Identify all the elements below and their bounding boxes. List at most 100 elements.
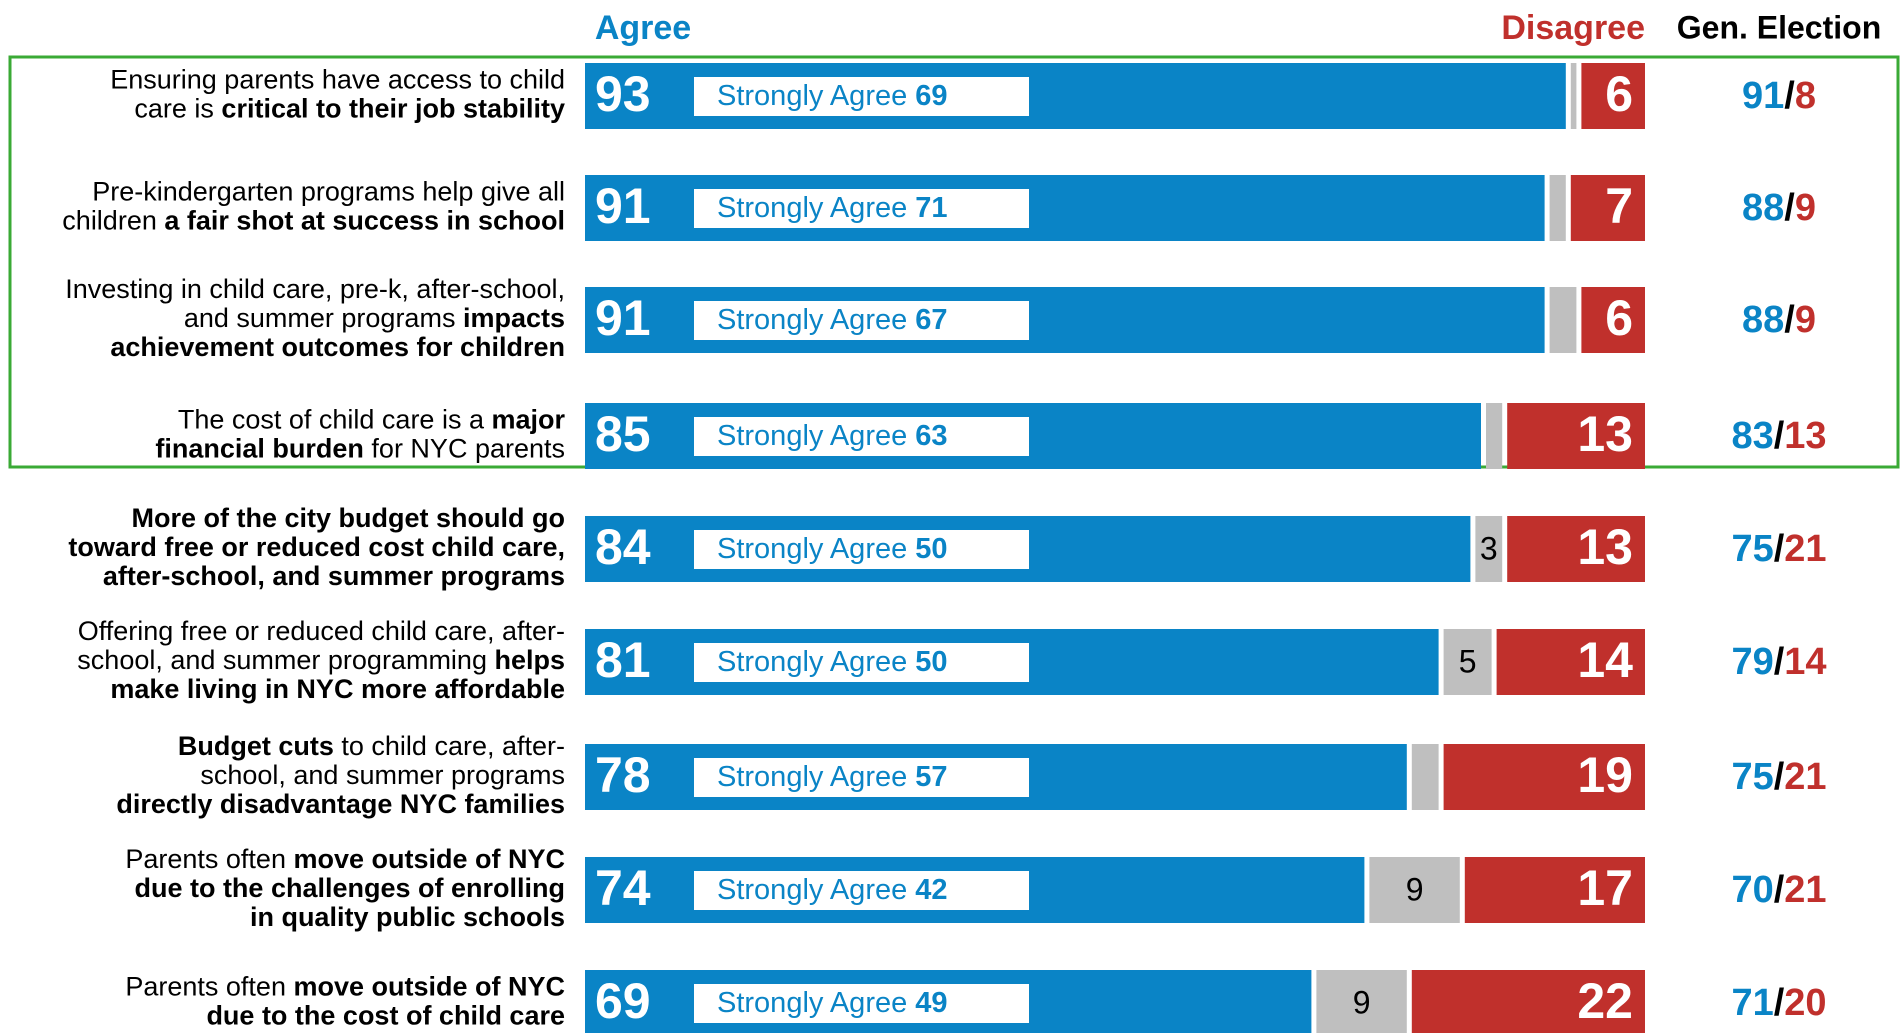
label-part: directly disadvantage NYC families	[116, 789, 565, 819]
gen-election-value: 70/21	[1731, 869, 1826, 911]
bar-segment	[1549, 175, 1566, 241]
category-label: toward free or reduced cost child care,	[68, 532, 565, 562]
category-label: school, and summer programming helps	[77, 645, 565, 675]
bar-segment	[1570, 63, 1577, 129]
agree-value: 93	[595, 66, 651, 122]
gen-disagree: 21	[1784, 756, 1826, 798]
category-label: achievement outcomes for children	[110, 332, 565, 362]
bar-segment	[1507, 403, 1645, 469]
strongly-agree-value: 50	[915, 533, 947, 565]
strongly-agree-name: Strongly Agree	[717, 761, 907, 793]
strongly-agree-name: Strongly Agree	[717, 192, 907, 224]
category-label: Ensuring parents have access to child	[110, 65, 565, 95]
gen-separator: /	[1774, 415, 1785, 457]
strongly-agree-value: 67	[915, 304, 947, 336]
label-part: children	[62, 206, 164, 236]
bar-segment	[1496, 629, 1645, 695]
strongly-agree-label: Strongly Agree 71	[717, 192, 948, 224]
strongly-agree-name: Strongly Agree	[717, 987, 907, 1019]
neutral-value: 9	[1406, 871, 1424, 907]
gen-election-value: 71/20	[1731, 982, 1826, 1024]
agree-value: 84	[595, 519, 651, 575]
gen-separator: /	[1774, 756, 1785, 798]
bar-segment	[1443, 629, 1492, 695]
strongly-agree-name: Strongly Agree	[717, 533, 907, 565]
label-part: for NYC parents	[364, 434, 565, 464]
category-label: Parents often move outside of NYC	[125, 844, 565, 874]
label-part: due to the challenges of enrolling	[134, 873, 565, 903]
label-part: Ensuring parents have access to child	[110, 65, 565, 95]
disagree-value: 13	[1577, 406, 1633, 462]
gen-election-value: 79/14	[1731, 641, 1826, 683]
label-part: Budget cuts	[178, 731, 334, 761]
strongly-agree-name: Strongly Agree	[717, 646, 907, 678]
gen-agree: 88	[1742, 187, 1784, 229]
gen-agree: 71	[1731, 982, 1773, 1024]
label-part: Pre-kindergarten programs help give all	[92, 177, 565, 207]
category-label: Investing in child care, pre-k, after-sc…	[65, 274, 565, 304]
disagree-value: 6	[1605, 290, 1633, 346]
strongly-agree-label: Strongly Agree 63	[717, 420, 948, 452]
label-part: after-school, and summer programs	[103, 561, 565, 591]
gen-agree: 75	[1731, 756, 1773, 798]
gen-separator: /	[1784, 299, 1795, 341]
strongly-agree-label: Strongly Agree 49	[717, 987, 948, 1019]
strongly-agree-name: Strongly Agree	[717, 304, 907, 336]
gen-disagree: 8	[1795, 75, 1816, 117]
gen-election-value: 83/13	[1731, 415, 1826, 457]
strongly-agree-box	[694, 530, 1029, 569]
label-part: move outside of NYC	[293, 844, 565, 874]
label-part: Parents often	[125, 972, 293, 1002]
bar-segment	[1411, 744, 1439, 810]
disagree-header: Disagree	[1501, 9, 1645, 47]
category-label: due to the challenges of enrolling	[134, 873, 565, 903]
strongly-agree-label: Strongly Agree 50	[717, 533, 948, 565]
label-part: Parents often	[125, 844, 293, 874]
gen-election-value: 88/9	[1742, 299, 1816, 341]
strongly-agree-value: 69	[915, 80, 947, 112]
strongly-agree-box	[694, 871, 1029, 910]
agree-header: Agree	[595, 9, 691, 47]
gen-election-value: 91/8	[1742, 75, 1816, 117]
label-part: in quality public schools	[250, 902, 565, 932]
label-part: impacts	[463, 303, 565, 333]
gen-separator: /	[1774, 528, 1785, 570]
gen-agree: 83	[1731, 415, 1773, 457]
bar-segment	[1581, 287, 1645, 353]
category-label: make living in NYC more affordable	[110, 674, 565, 704]
gen-agree: 88	[1742, 299, 1784, 341]
label-part: helps	[494, 645, 565, 675]
strongly-agree-box	[694, 301, 1029, 340]
strongly-agree-box	[694, 189, 1029, 228]
category-label: financial burden for NYC parents	[155, 434, 565, 464]
category-label: children a fair shot at success in schoo…	[62, 206, 565, 236]
strongly-agree-label: Strongly Agree 57	[717, 761, 948, 793]
gen-agree: 75	[1731, 528, 1773, 570]
label-part: make living in NYC more affordable	[110, 674, 565, 704]
strongly-agree-value: 49	[915, 987, 947, 1019]
category-label: More of the city budget should go	[132, 503, 565, 533]
bar-segment	[1475, 516, 1503, 582]
category-label: Pre-kindergarten programs help give all	[92, 177, 565, 207]
strongly-agree-label: Strongly Agree 67	[717, 304, 948, 336]
label-part: Offering free or reduced child care, aft…	[78, 616, 565, 646]
bar-segment	[1549, 287, 1577, 353]
bar-segment	[1486, 403, 1503, 469]
strongly-agree-label: Strongly Agree 69	[717, 80, 948, 112]
gen-election-header: Gen. Election	[1677, 9, 1881, 45]
category-label: after-school, and summer programs	[103, 561, 565, 591]
strongly-agree-name: Strongly Agree	[717, 874, 907, 906]
strongly-agree-box	[694, 984, 1029, 1023]
category-label: school, and summer programs	[200, 760, 565, 790]
label-part: toward free or reduced cost child care,	[68, 532, 565, 562]
gen-separator: /	[1784, 75, 1795, 117]
gen-separator: /	[1774, 641, 1785, 683]
label-part: due to the cost of child care	[206, 1001, 565, 1031]
category-label: directly disadvantage NYC families	[116, 789, 565, 819]
category-label: and summer programs impacts	[184, 303, 565, 333]
agree-value: 74	[595, 860, 651, 916]
disagree-value: 13	[1577, 519, 1633, 575]
disagree-value: 17	[1577, 860, 1633, 916]
category-label: in quality public schools	[250, 902, 565, 932]
